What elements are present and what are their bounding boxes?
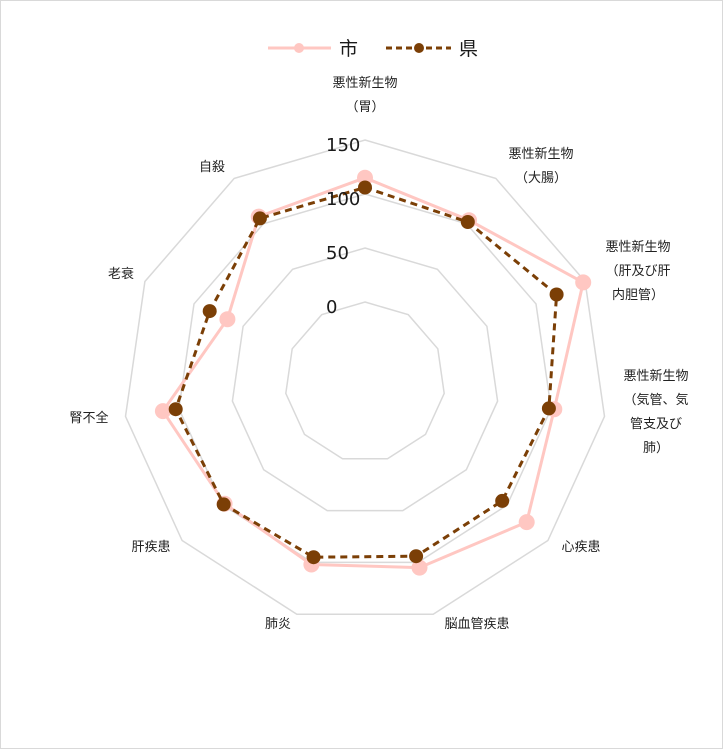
data-point-prefecture [409,549,424,564]
category-label-line: 悪性新生物 [605,239,670,255]
category-label: 自殺 [199,160,225,175]
data-point-city [518,514,535,531]
legend-swatch-marker-city [294,43,304,53]
series-layer [154,169,592,576]
grid-ring-3 [124,139,606,615]
data-point-prefecture [306,550,321,565]
category-label: 肝疾患 [131,540,170,555]
series-line-prefecture [174,186,559,559]
data-point-prefecture [168,402,183,417]
data-point-prefecture [495,493,510,508]
category-label-line: 脳血管疾患 [444,617,509,632]
category-label-line: 老衰 [108,266,134,282]
data-point-prefecture [460,215,475,229]
category-label-line: 肺） [643,441,669,456]
data-point-prefecture [541,401,556,416]
category-label-line: 肝疾患 [131,540,170,555]
category-label-line: 悪性新生物 [623,368,688,384]
category-label: 悪性新生物 （胃） [332,75,397,115]
category-label: 悪性新生物 （大腸） [508,146,573,186]
category-label: 心疾患 [561,540,600,555]
category-label-line: 自殺 [199,160,225,175]
category-label-line: （大腸） [515,171,567,186]
data-point-city [575,274,592,291]
legend-swatch-marker-prefecture [414,43,424,53]
series-line-city [161,176,585,570]
grid-ring-2 [178,193,552,564]
legend-label-city: 市 [339,38,358,60]
category-label: 悪性新生物 （気管、気管支及び肺） [623,368,688,456]
data-point-city [154,403,171,420]
category-label-line: 心疾患 [561,540,600,555]
category-label: 脳血管疾患 [444,617,509,632]
data-point-prefecture [202,304,217,319]
category-label-line: 腎不全 [69,410,108,426]
category-label-line: （胃） [345,100,384,115]
category-labels: 悪性新生物 （胃） 悪性新生物 （大腸） 悪性新生物 （肝及び肝内胆管） 悪性新生物 （気管、… [69,75,688,632]
legend: 市 県 [268,38,478,60]
category-label-line: 内胆管） [612,287,664,303]
data-point-prefecture [252,211,267,226]
category-label-line: 管支及び [630,417,682,432]
data-point-prefecture [216,497,231,512]
tick-label: 150 [326,135,360,156]
category-label: 悪性新生物 （肝及び肝内胆管） [605,239,670,303]
data-point-prefecture [358,180,372,195]
data-point-city [411,559,428,576]
category-label: 老衰 [108,266,134,282]
grid-ring-1 [231,247,499,512]
tick-label: 100 [326,189,360,210]
category-label-line: （気管、気 [623,392,688,408]
data-point-city [219,311,236,328]
data-point-prefecture [549,287,564,302]
legend-label-prefecture: 県 [459,38,478,60]
category-label: 肺炎 [265,617,291,632]
category-label: 腎不全 [69,410,108,426]
tick-label: 50 [326,243,349,264]
tick-labels: 0 50 100 150 [326,135,360,318]
category-label-line: （肝及び肝 [605,264,670,279]
category-label-line: 悪性新生物 [508,146,573,162]
category-label-line: 肺炎 [265,617,291,632]
radar-grid [124,139,606,615]
tick-label: 0 [326,297,337,318]
category-label-line: 悪性新生物 [332,75,397,91]
grid-ring-0 [285,301,445,460]
